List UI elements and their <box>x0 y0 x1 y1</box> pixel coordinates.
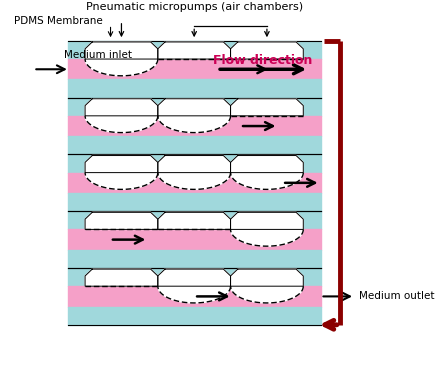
Polygon shape <box>231 173 303 189</box>
Polygon shape <box>158 212 231 229</box>
Polygon shape <box>85 212 158 229</box>
Polygon shape <box>158 173 231 189</box>
Text: Pneumatic micropumps (air chambers): Pneumatic micropumps (air chambers) <box>86 2 303 12</box>
Polygon shape <box>85 59 158 76</box>
Polygon shape <box>231 269 303 286</box>
Polygon shape <box>231 156 303 173</box>
Text: Medium outlet: Medium outlet <box>359 291 434 301</box>
Polygon shape <box>158 286 231 303</box>
Polygon shape <box>85 116 158 132</box>
Polygon shape <box>85 269 158 286</box>
Text: Flow direction: Flow direction <box>213 55 313 68</box>
Polygon shape <box>231 229 303 246</box>
Polygon shape <box>85 173 158 189</box>
Polygon shape <box>231 286 303 303</box>
Polygon shape <box>231 42 303 59</box>
Text: Medium inlet: Medium inlet <box>64 50 132 60</box>
Polygon shape <box>231 99 303 116</box>
Polygon shape <box>158 116 231 132</box>
Polygon shape <box>85 156 158 173</box>
Polygon shape <box>85 42 158 59</box>
Polygon shape <box>85 99 158 116</box>
Polygon shape <box>231 212 303 229</box>
Text: PDMS Membrane: PDMS Membrane <box>14 16 103 26</box>
Polygon shape <box>158 269 231 286</box>
Polygon shape <box>158 42 231 59</box>
Polygon shape <box>158 156 231 173</box>
Polygon shape <box>158 99 231 116</box>
